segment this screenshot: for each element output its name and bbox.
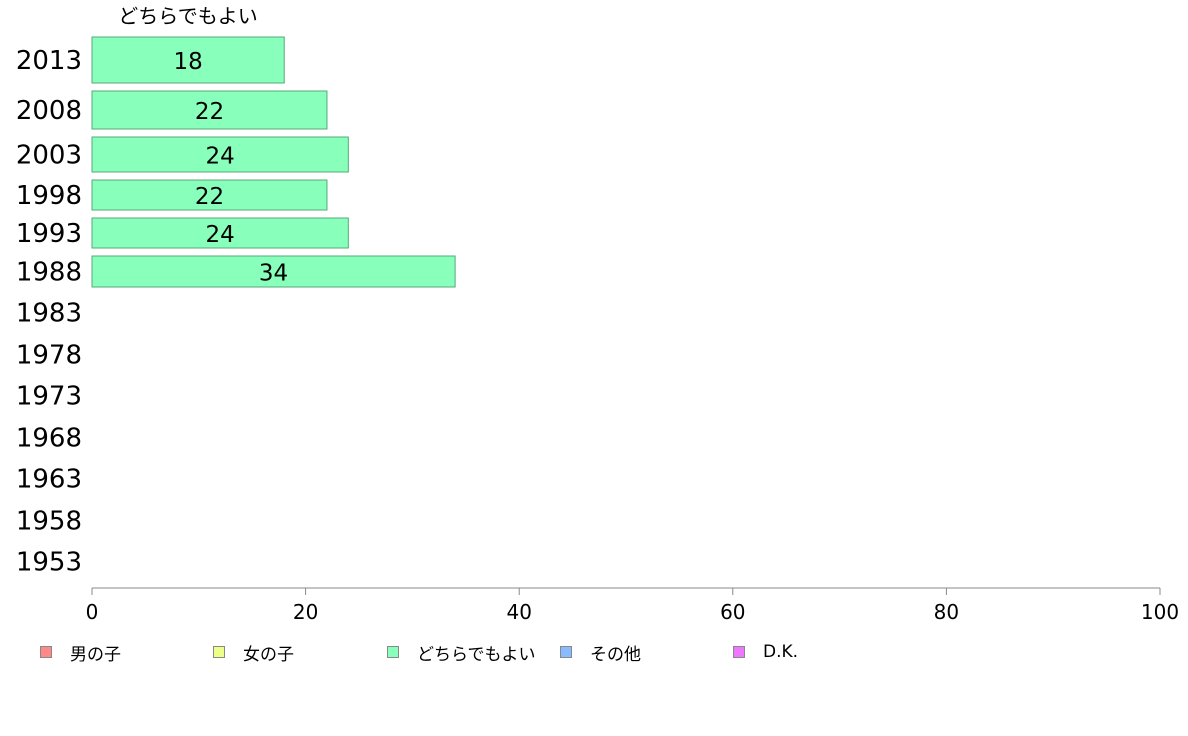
bar-value-label: 34 <box>259 261 288 287</box>
legend-swatch-boy <box>40 646 52 658</box>
bar <box>91 217 349 249</box>
y-tick-label: 2003 <box>16 141 82 171</box>
legend-label-dk: D.K. <box>763 642 799 662</box>
y-tick-label: 1968 <box>16 424 82 454</box>
bar <box>91 179 328 211</box>
x-tick-label: 40 <box>506 600 531 624</box>
y-tick-label: 1978 <box>16 341 82 371</box>
x-tick-label: 80 <box>934 600 959 624</box>
legend-item-either: どちらでもよい <box>387 640 536 665</box>
legend-swatch-other <box>560 646 572 658</box>
legend-item-boy: 男の子 <box>40 640 121 665</box>
y-tick-label: 1998 <box>16 181 82 211</box>
y-tick-label: 2013 <box>16 46 82 76</box>
bar-value-label: 22 <box>195 99 224 125</box>
bar-value-label: 24 <box>206 222 235 248</box>
y-tick-label: 2008 <box>16 96 82 126</box>
y-tick-label: 1973 <box>16 382 82 412</box>
bar-value-label: 18 <box>173 49 202 75</box>
legend-swatch-either <box>387 646 399 658</box>
bar <box>91 255 456 288</box>
legend-swatch-girl <box>213 646 225 658</box>
y-tick-label: 1953 <box>16 548 82 578</box>
bar-value-label: 22 <box>195 184 224 210</box>
legend: 男の子 女の子 どちらでもよい その他 D.K. <box>0 640 1188 665</box>
legend-swatch-dk <box>733 646 745 658</box>
legend-label-other: その他 <box>590 644 641 665</box>
bar <box>91 90 328 130</box>
y-tick-label: 1963 <box>16 465 82 495</box>
legend-label-boy: 男の子 <box>70 644 121 665</box>
y-tick-label: 1988 <box>16 258 82 288</box>
bar-value-label: 24 <box>206 144 235 170</box>
y-tick-label: 1958 <box>16 507 82 537</box>
bar <box>91 136 349 173</box>
x-tick-label: 100 <box>1141 600 1179 624</box>
y-tick-label: 1983 <box>16 299 82 329</box>
bar <box>91 36 285 84</box>
y-tick-label: 1993 <box>16 219 82 249</box>
legend-item-girl: 女の子 <box>213 640 294 665</box>
bars-group: 18 22 24 22 24 34 <box>91 36 456 288</box>
x-axis: 0 20 40 60 80 100 <box>86 587 1179 624</box>
x-tick-label: 20 <box>293 600 318 624</box>
legend-item-other: その他 <box>560 640 641 665</box>
x-tick-label: 0 <box>86 600 99 624</box>
legend-item-dk: D.K. <box>733 640 798 664</box>
x-tick-label: 60 <box>720 600 745 624</box>
y-axis-labels: 2013 2008 2003 1998 1993 1988 1983 1978 1973 1968… <box>16 46 82 578</box>
series-title: どちらでもよい <box>118 4 257 28</box>
legend-label-either: どちらでもよい <box>417 644 536 665</box>
legend-label-girl: 女の子 <box>243 644 294 665</box>
